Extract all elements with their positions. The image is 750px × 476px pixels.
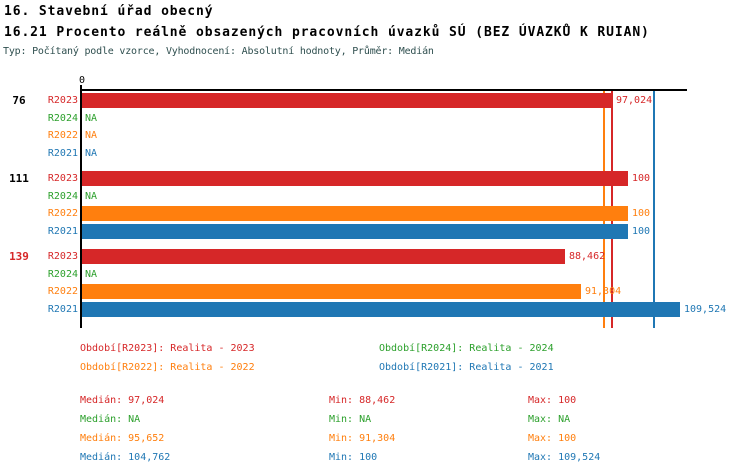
bar [82, 171, 628, 186]
bar [82, 284, 581, 299]
bar [82, 302, 680, 317]
series-label: R2024 [47, 113, 78, 124]
stat-min: Min: NA [329, 414, 372, 425]
bar-value-label: 91,304 [585, 286, 622, 297]
legend-item: Období[R2022]: Realita - 2022 [80, 362, 255, 373]
stat-min: Min: 88,462 [329, 395, 396, 406]
stat-median: Medián: 95,652 [80, 433, 165, 444]
bar-value-label: 97,024 [616, 95, 653, 106]
indicator-meta-line: Typ: Počítaný podle vzorce, Vyhodnocení:… [3, 46, 434, 57]
na-label: NA [85, 191, 98, 202]
series-label: R2022 [47, 286, 78, 297]
median-line [653, 91, 655, 328]
series-label: R2021 [47, 304, 78, 315]
group-label: 111 [9, 172, 29, 185]
series-label: R2022 [47, 130, 78, 141]
y-axis-line [80, 85, 82, 328]
bar [82, 224, 628, 239]
bar [82, 249, 565, 264]
series-label: R2023 [47, 251, 78, 262]
series-label: R2023 [47, 95, 78, 106]
series-label: R2024 [47, 191, 78, 202]
series-label: R2024 [47, 269, 78, 280]
stat-median: Medián: NA [80, 414, 141, 425]
series-label: R2021 [47, 148, 78, 159]
series-label: R2021 [47, 226, 78, 237]
bar-value-label: 100 [632, 226, 651, 237]
axis-zero-tick-label: 0 [78, 75, 86, 86]
stat-min: Min: 100 [329, 452, 378, 463]
na-label: NA [85, 113, 98, 124]
group-label: 139 [9, 250, 29, 263]
bar [82, 93, 612, 108]
stat-median: Medián: 97,024 [80, 395, 165, 406]
stat-max: Max: 109,524 [528, 452, 601, 463]
legend-item: Období[R2021]: Realita - 2021 [379, 362, 554, 373]
bar-value-label: 88,462 [569, 251, 606, 262]
stat-max: Max: 100 [528, 433, 577, 444]
bar [82, 206, 628, 221]
x-axis-top-line [80, 89, 687, 91]
na-label: NA [85, 130, 98, 141]
stat-median: Medián: 104,762 [80, 452, 171, 463]
bar-value-label: 109,524 [684, 304, 727, 315]
bar-value-label: 100 [632, 173, 651, 184]
bar-value-label: 100 [632, 208, 651, 219]
na-label: NA [85, 269, 98, 280]
group-label: 76 [12, 94, 26, 107]
stat-max: Max: NA [528, 414, 571, 425]
report-section-title: 16. Stavební úřad obecný [4, 4, 214, 19]
stat-max: Max: 100 [528, 395, 577, 406]
series-label: R2022 [47, 208, 78, 219]
legend-item: Období[R2023]: Realita - 2023 [80, 343, 255, 354]
na-label: NA [85, 148, 98, 159]
series-label: R2023 [47, 173, 78, 184]
legend-item: Období[R2024]: Realita - 2024 [379, 343, 554, 354]
stat-min: Min: 91,304 [329, 433, 396, 444]
indicator-title: 16.21 Procento reálně obsazených pracovn… [4, 25, 650, 40]
